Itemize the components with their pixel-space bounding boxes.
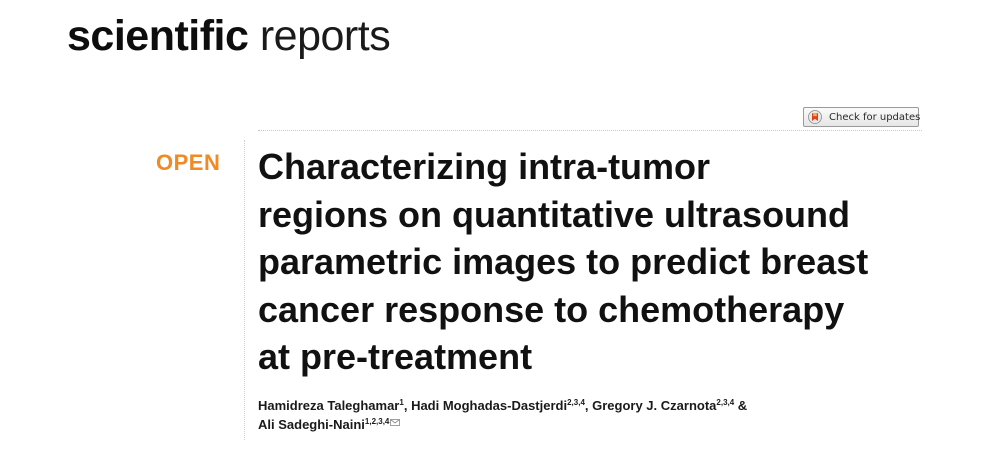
check-for-updates-button[interactable]: Check for updates bbox=[803, 107, 921, 127]
author-affiliation[interactable]: 1 bbox=[399, 398, 404, 407]
author-name[interactable]: Gregory J. Czarnota bbox=[592, 398, 717, 413]
journal-logo[interactable]: scientific reports bbox=[67, 12, 391, 60]
title-line: cancer response to chemotherapy bbox=[258, 288, 845, 330]
article-title: Characterizing intra-tumor regions on qu… bbox=[258, 143, 948, 381]
mail-icon[interactable] bbox=[390, 419, 401, 426]
author-line: Ali Sadeghi-Naini1,2,3,4 bbox=[258, 415, 918, 434]
crossmark-icon bbox=[808, 110, 822, 124]
open-access-label: OPEN bbox=[156, 150, 221, 175]
title-divider bbox=[244, 140, 245, 440]
header-divider bbox=[258, 130, 922, 131]
title-line: at pre-treatment bbox=[258, 336, 533, 377]
title-line: Characterizing intra-tumor bbox=[258, 146, 711, 187]
author-name[interactable]: Hamidreza Taleghamar bbox=[258, 398, 400, 413]
author-name[interactable]: Ali Sadeghi-Naini bbox=[258, 417, 365, 432]
author-affiliation[interactable]: 2,3,4 bbox=[567, 398, 585, 407]
title-line: regions on quantitative ultrasound bbox=[258, 193, 851, 235]
author-name[interactable]: Hadi Moghadas-Dastjerdi bbox=[411, 398, 568, 413]
check-for-updates-label: Check for updates bbox=[829, 111, 921, 123]
author-line: Hamidreza Taleghamar1, Hadi Moghadas-Das… bbox=[258, 396, 918, 415]
author-separator: , bbox=[584, 398, 593, 413]
author-affiliation[interactable]: 2,3,4 bbox=[716, 398, 735, 407]
journal-name-light: reports bbox=[259, 12, 391, 60]
author-affiliation[interactable]: 1,2,3,4 bbox=[364, 417, 390, 426]
title-line: parametric images to predict breast bbox=[258, 241, 869, 282]
author-separator: & bbox=[734, 398, 748, 413]
author-list: Hamidreza Taleghamar1, Hadi Moghadas-Das… bbox=[258, 396, 918, 434]
journal-name-bold: scientific bbox=[67, 12, 249, 60]
author-separator: , bbox=[403, 398, 412, 413]
